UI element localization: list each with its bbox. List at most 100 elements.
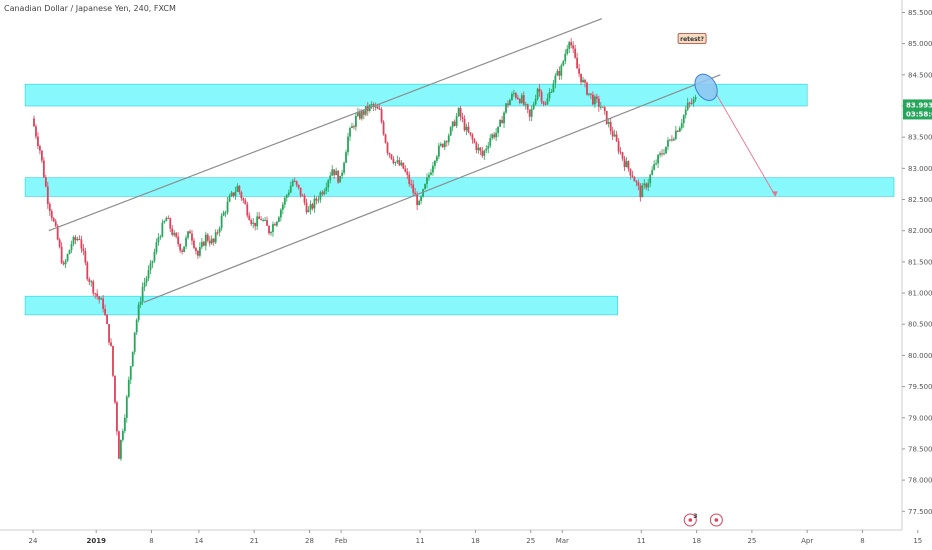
candle-body [226,201,229,213]
candle-body [208,240,211,244]
candle-body [428,174,430,178]
candle-body [463,118,466,131]
candle-body [625,161,628,167]
candle-body [576,57,579,69]
candle-body [331,169,334,176]
candle-body [68,249,71,255]
candle-body [116,402,118,432]
candle-body [305,202,308,213]
candle-body [439,143,442,146]
time-tick-label: 28 [305,537,314,545]
candle-body [503,112,505,124]
candle-body [491,134,494,139]
price-zone [24,295,618,316]
candle-body [297,184,300,188]
candle-body [66,254,69,261]
candle-body [694,97,697,100]
candle-body [408,174,411,184]
candle-body [197,250,199,256]
annotation-box [677,33,707,44]
candle-body [56,225,59,240]
candle-body [341,172,343,176]
candle-body [198,247,201,256]
candle-body [499,119,501,127]
candle-body [118,431,120,459]
candle-body [637,182,640,186]
candle-body [222,212,225,216]
price-tick-label: 79.000 [908,414,932,422]
candle-body [345,152,347,163]
candle-body [426,177,428,185]
candle-body [62,262,65,265]
candle-body [335,170,338,176]
candle-body [319,192,322,200]
candle-body [544,103,547,105]
candle-body [90,281,93,283]
candle-body [372,103,375,107]
time-tick-label: 15 [913,537,922,545]
candle-body [432,165,434,173]
candle-body [667,140,669,147]
candle-body [360,110,363,119]
candle-body [400,162,403,166]
candle-body [556,71,559,76]
candle-body [582,79,584,83]
candle-body [617,140,620,152]
candle-body [289,185,292,193]
candle-body [110,342,112,346]
candle-body [619,151,622,153]
candle-body [386,142,389,153]
candle-body [313,198,316,209]
candle-body [355,115,357,127]
candle-body [244,200,247,205]
candle-body [578,68,580,74]
candle-body [106,314,108,325]
price-axis: 85.50085.00084.50084.00083.50083.00082.5… [901,0,932,530]
candle-body [240,192,243,199]
candle-body [299,187,302,196]
candle-body [376,106,379,109]
candle-body [210,238,213,244]
candle-body [104,308,106,315]
candle-body [457,108,460,117]
chart-title: Canadian Dollar / Japanese Yen, 240, FXC… [4,4,176,13]
candle-body [394,162,397,164]
candle-body [607,122,610,124]
candle-body [469,132,472,135]
candle-body [39,146,41,151]
candle-body [252,222,255,224]
candle-body [216,232,219,234]
candle-body [129,366,132,380]
candle-body [615,134,618,141]
event-marker-count: 3 [693,513,697,520]
candle-body [37,136,39,147]
candle-body [437,145,440,157]
candle-body [165,217,168,222]
price-tick-label: 78.000 [908,477,932,485]
candle-body [277,217,280,222]
candle-body [112,345,114,376]
price-tick-label: 80.000 [908,352,932,360]
candle-body [453,121,456,126]
candle-body [250,220,253,224]
candle-body [230,192,233,196]
candle-body [501,119,503,124]
candle-body [684,109,687,116]
candle-body [343,162,345,173]
candle-body [513,93,515,95]
candle-body [291,180,294,186]
candle-body [514,93,517,98]
candle-body [592,94,594,105]
candle-body [224,212,227,214]
candle-body [147,269,150,279]
candle-body [548,92,551,99]
candle-body [193,240,195,248]
candle-body [145,278,148,283]
candle-body [641,185,644,198]
candle-body [238,185,241,193]
candle-body [321,192,324,195]
candle-body [276,221,278,226]
candle-body [303,195,306,203]
candle-body [552,83,555,93]
